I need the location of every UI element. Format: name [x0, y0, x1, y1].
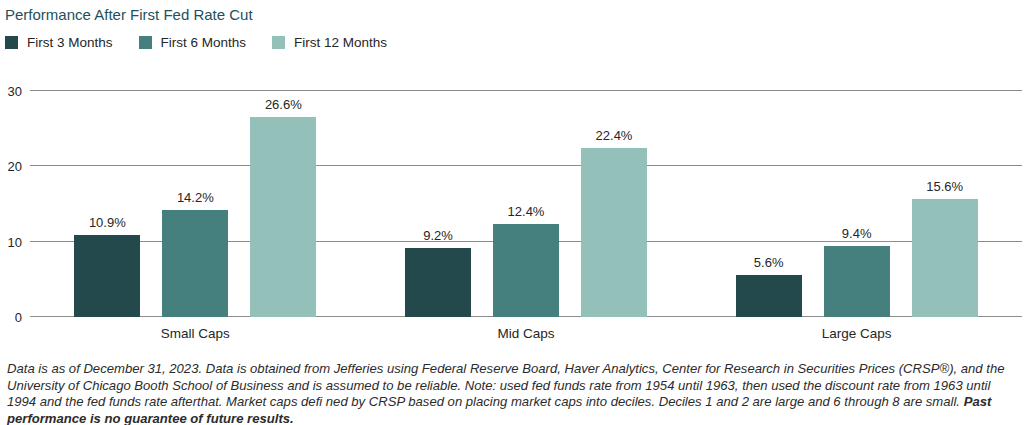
- bar-chart-plot-area: 010203010.9%14.2%26.6%9.2%12.4%22.4%5.6%…: [30, 91, 1022, 317]
- legend-swatch-icon: [272, 36, 285, 49]
- y-axis-tick-label: 0: [0, 311, 22, 324]
- bar: 9.2%: [405, 248, 471, 317]
- legend-label: First 12 Months: [294, 35, 387, 50]
- footnote-text: Data is as of December 31, 2023. Data is…: [7, 361, 1004, 409]
- bar: 22.4%: [581, 148, 647, 317]
- bar: 15.6%: [912, 199, 978, 317]
- y-axis-tick-label: 10: [0, 235, 22, 248]
- bar-group: 10.9% 14.2% 26.6%: [30, 91, 361, 317]
- y-axis-tick-label: 30: [0, 85, 22, 98]
- legend-swatch-icon: [5, 36, 18, 49]
- bar: 9.4%: [824, 246, 890, 317]
- bar-group: 9.2% 12.4% 22.4%: [361, 91, 692, 317]
- legend-label: First 3 Months: [27, 35, 113, 50]
- bar-value-label: 10.9%: [89, 215, 126, 230]
- legend-swatch-icon: [139, 36, 152, 49]
- x-axis-category-label: Mid Caps: [361, 326, 692, 341]
- legend-label: First 6 Months: [161, 35, 247, 50]
- bar-value-label: 9.4%: [842, 226, 872, 241]
- chart-legend: First 3 Months First 6 Months First 12 Mon…: [5, 35, 1024, 50]
- bar-value-label: 5.6%: [754, 255, 784, 270]
- bar-value-label: 22.4%: [596, 128, 633, 143]
- x-axis-category-labels: Small CapsMid CapsLarge Caps: [30, 326, 1022, 341]
- x-axis-category-label: Small Caps: [30, 326, 361, 341]
- bar: 26.6%: [250, 117, 316, 317]
- legend-item: First 6 Months: [139, 35, 247, 50]
- x-axis-category-label: Large Caps: [691, 326, 1022, 341]
- bar-groups: 10.9% 14.2% 26.6% 9.2% 12.4% 22.4% 5.6% 9.4% 15.…: [30, 91, 1022, 317]
- legend-item: First 12 Months: [272, 35, 387, 50]
- bar-value-label: 9.2%: [423, 228, 453, 243]
- bar: 12.4%: [493, 224, 559, 317]
- bar: 5.6%: [736, 275, 802, 317]
- bar-group: 5.6% 9.4% 15.6%: [691, 91, 1022, 317]
- bar: 14.2%: [162, 210, 228, 317]
- source-footnote: Data is as of December 31, 2023. Data is…: [7, 361, 1016, 425]
- bar-value-label: 15.6%: [926, 179, 963, 194]
- y-axis-tick-label: 20: [0, 160, 22, 173]
- legend-item: First 3 Months: [5, 35, 113, 50]
- chart-title: Performance After First Fed Rate Cut: [0, 0, 1024, 23]
- bar-value-label: 14.2%: [177, 190, 214, 205]
- bar: 10.9%: [74, 235, 140, 317]
- bar-value-label: 12.4%: [508, 204, 545, 219]
- bar-value-label: 26.6%: [265, 97, 302, 112]
